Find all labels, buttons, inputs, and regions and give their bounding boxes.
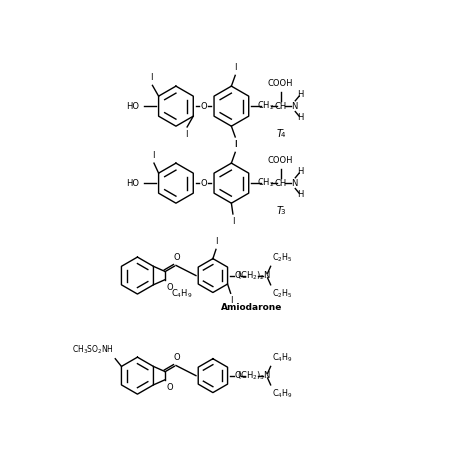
Text: HO: HO (126, 179, 139, 188)
Text: CH$_2$: CH$_2$ (256, 177, 274, 190)
Text: O: O (234, 371, 241, 380)
Text: 3: 3 (281, 209, 285, 215)
Text: COOH: COOH (268, 155, 293, 164)
Text: 4: 4 (281, 132, 285, 137)
Text: I: I (152, 151, 155, 160)
Text: I: I (234, 64, 237, 72)
Text: CH$_3$SO$_2$NH: CH$_3$SO$_2$NH (72, 343, 114, 356)
Text: C$_2$H$_5$: C$_2$H$_5$ (272, 287, 293, 300)
Text: C$_4$H$_9$: C$_4$H$_9$ (272, 387, 293, 400)
Text: T: T (277, 206, 283, 216)
Text: O: O (201, 179, 207, 188)
Text: N: N (263, 371, 269, 380)
Text: C$_2$H$_5$: C$_2$H$_5$ (272, 252, 293, 264)
Text: N: N (292, 179, 298, 188)
Text: O: O (173, 253, 180, 262)
Text: H: H (297, 167, 303, 176)
Text: I: I (234, 140, 237, 149)
Text: O: O (234, 271, 241, 280)
Text: I: I (230, 296, 233, 305)
Text: Amiodarone: Amiodarone (220, 302, 282, 311)
Text: I: I (150, 73, 153, 82)
Text: I: I (232, 217, 234, 226)
Text: I: I (215, 237, 217, 246)
Text: I: I (185, 130, 188, 139)
Text: H: H (297, 90, 303, 99)
Text: N: N (292, 101, 298, 110)
Text: O: O (173, 354, 180, 363)
Text: O: O (167, 383, 173, 392)
Text: N: N (263, 271, 269, 280)
Text: I: I (234, 140, 237, 149)
Text: O: O (167, 283, 173, 292)
Text: CH: CH (274, 101, 287, 110)
Text: COOH: COOH (268, 79, 293, 88)
Text: H: H (297, 113, 303, 122)
Text: T: T (277, 129, 283, 139)
Text: C$_4$H$_9$: C$_4$H$_9$ (172, 287, 193, 300)
Text: C$_4$H$_9$: C$_4$H$_9$ (272, 352, 293, 364)
Text: (CH$_2$)$_3$: (CH$_2$)$_3$ (237, 369, 265, 382)
Text: (CH$_2$)$_2$: (CH$_2$)$_2$ (237, 269, 265, 282)
Text: O: O (201, 101, 207, 110)
Text: CH$_2$: CH$_2$ (256, 100, 274, 112)
Text: HO: HO (126, 101, 139, 110)
Text: H: H (297, 190, 303, 199)
Text: CH: CH (274, 179, 287, 188)
